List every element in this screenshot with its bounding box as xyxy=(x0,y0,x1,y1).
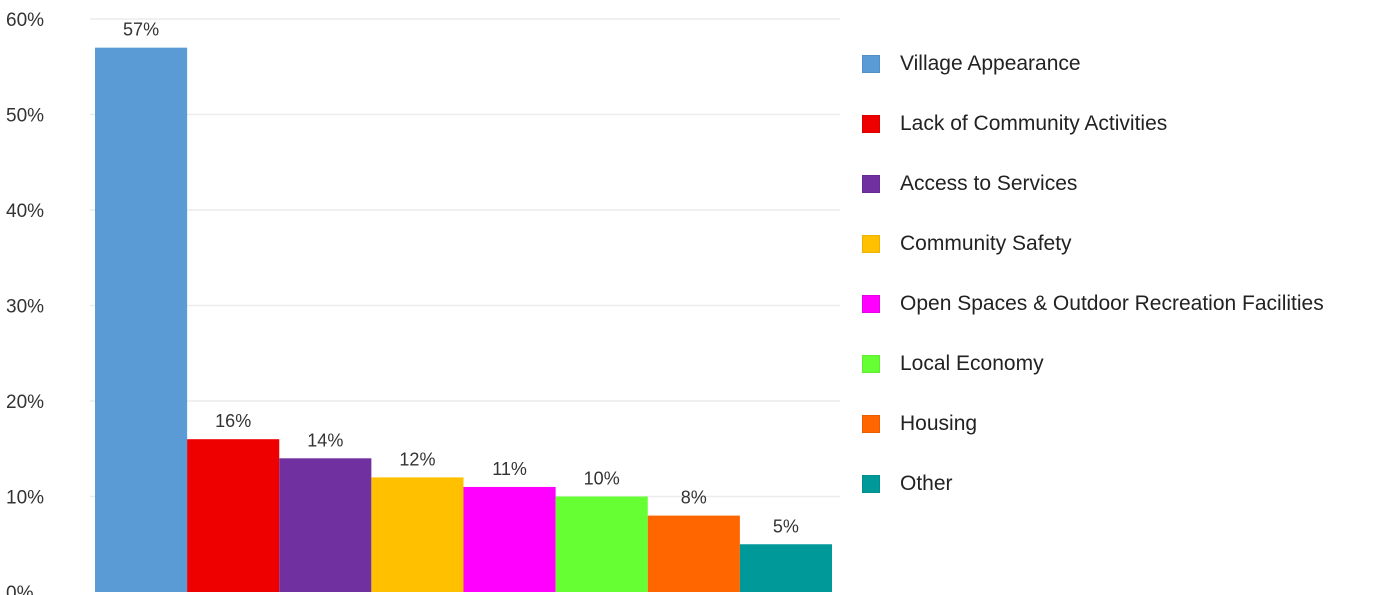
legend-label: Housing xyxy=(900,412,978,435)
y-tick-label: 0% xyxy=(6,583,34,595)
legend-item: Open Spaces & Outdoor Recreation Facilit… xyxy=(862,274,1324,334)
data-label: 57% xyxy=(123,20,159,40)
legend-label: Open Spaces & Outdoor Recreation Facilit… xyxy=(900,292,1324,315)
legend-swatch xyxy=(862,175,880,193)
legend-item: Community Safety xyxy=(862,214,1324,274)
legend-item: Local Economy xyxy=(862,334,1324,394)
legend-label: Village Appearance xyxy=(900,52,1081,75)
bar xyxy=(555,496,648,592)
data-label: 16% xyxy=(215,411,251,431)
y-tick-label: 10% xyxy=(6,488,44,509)
data-label: 10% xyxy=(584,469,620,489)
legend-swatch xyxy=(862,475,880,493)
legend-label: Access to Services xyxy=(900,172,1078,195)
y-tick-label: 60% xyxy=(6,10,44,31)
data-labels: 57% 16% 14% 12% 11% 10% 8% 5% xyxy=(123,20,799,537)
bar xyxy=(371,477,464,592)
bar xyxy=(647,515,740,592)
legend-label: Local Economy xyxy=(900,352,1044,375)
legend-swatch xyxy=(862,415,880,433)
legend: Village Appearance Lack of Community Acti… xyxy=(862,34,1324,514)
bar-chart: 0% 10% 20% 30% 40% 50% 60% 57% 16% 14% 12% 11% 10% 8… xyxy=(6,10,840,595)
legend-swatch xyxy=(862,355,880,373)
y-tick-label: 30% xyxy=(6,297,44,318)
y-axis: 0% 10% 20% 30% 40% 50% 60% xyxy=(6,10,44,595)
data-label: 14% xyxy=(307,430,343,450)
bars xyxy=(95,47,832,592)
legend-label: Community Safety xyxy=(900,232,1072,255)
bar xyxy=(739,544,832,592)
bar xyxy=(95,47,188,592)
data-label: 12% xyxy=(399,449,435,469)
data-label: 11% xyxy=(492,459,527,479)
y-tick-label: 20% xyxy=(6,392,44,413)
legend-label: Other xyxy=(900,472,953,495)
data-label: 8% xyxy=(681,488,707,508)
gridlines xyxy=(90,18,840,498)
legend-swatch xyxy=(862,115,880,133)
legend-swatch xyxy=(862,295,880,313)
legend-item: Housing xyxy=(862,394,1324,454)
legend-item: Village Appearance xyxy=(862,34,1324,94)
legend-swatch xyxy=(862,235,880,253)
data-label: 5% xyxy=(773,516,799,536)
legend-swatch xyxy=(862,55,880,73)
bar xyxy=(463,486,556,592)
bar xyxy=(187,439,280,592)
y-tick-label: 40% xyxy=(6,201,44,222)
legend-item: Access to Services xyxy=(862,154,1324,214)
y-tick-label: 50% xyxy=(6,106,44,127)
legend-item: Lack of Community Activities xyxy=(862,94,1324,154)
legend-label: Lack of Community Activities xyxy=(900,112,1168,135)
legend-item: Other xyxy=(862,454,1324,514)
bar xyxy=(279,458,372,592)
